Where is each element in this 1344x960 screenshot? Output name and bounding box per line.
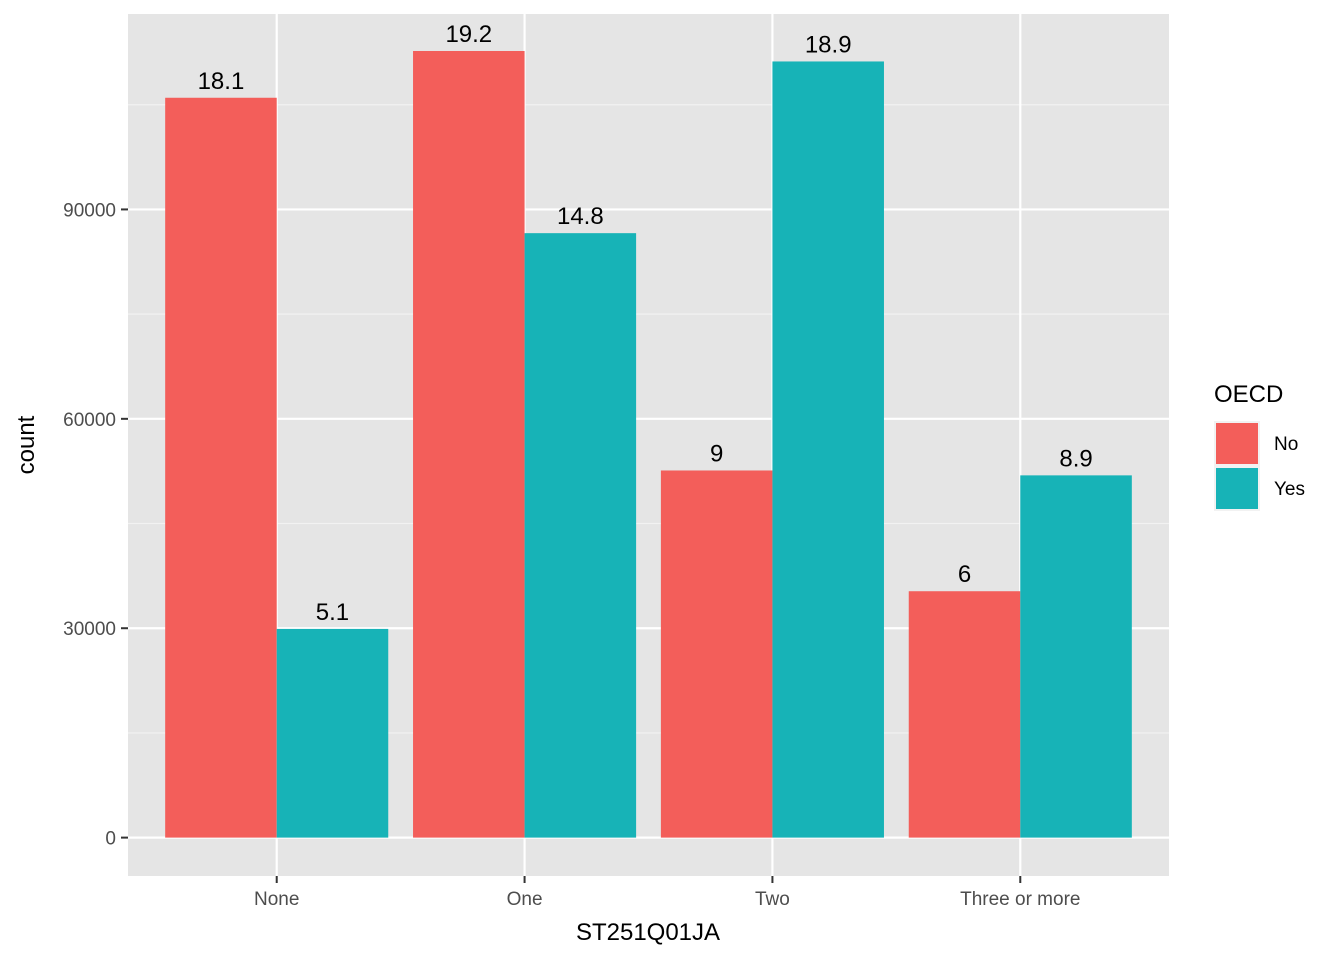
- bar-value-label: 9: [710, 440, 723, 467]
- bar-value-label: 14.8: [557, 203, 604, 230]
- legend: OECD No Yes: [1214, 381, 1305, 511]
- bars: [165, 50, 1132, 838]
- legend-label-yes: Yes: [1274, 479, 1305, 500]
- legend-swatch-yes: [1216, 468, 1258, 509]
- x-tick-label: One: [507, 889, 543, 910]
- bar-no-3: [908, 591, 1021, 838]
- bar-value-label: 8.9: [1059, 445, 1092, 472]
- bar-no-2: [660, 470, 773, 838]
- x-axis-title: ST251Q01JA: [576, 919, 720, 946]
- bar-value-label: 6: [958, 561, 971, 588]
- bar-value-label: 5.1: [316, 599, 349, 626]
- x-tick-label: None: [254, 889, 299, 910]
- x-tick-label: Two: [755, 889, 790, 910]
- bar-value-labels: 18.1 19.2 9 6 5.1 14.8 18.9 8.9: [198, 21, 1093, 626]
- y-tick-label: 90000: [63, 200, 116, 221]
- x-axis: None One Two Three or more: [254, 876, 1080, 910]
- bar-yes-2: [772, 61, 884, 838]
- legend-swatch-no: [1216, 423, 1258, 464]
- bar-no-0: [165, 97, 277, 838]
- bar-value-label: 18.9: [805, 31, 852, 58]
- bar-value-label: 18.1: [198, 68, 245, 95]
- bar-no-1: [413, 50, 525, 838]
- bar-yes-1: [524, 233, 637, 838]
- bar-yes-0: [276, 628, 389, 838]
- y-tick-label: 60000: [63, 410, 116, 431]
- y-tick-label: 0: [105, 829, 116, 850]
- bar-yes-3: [1020, 475, 1132, 838]
- y-axis: 0 30000 60000 90000: [63, 200, 128, 850]
- legend-label-no: No: [1274, 434, 1298, 455]
- bar-value-label: 19.2: [445, 21, 492, 48]
- y-axis-title: count: [13, 415, 40, 474]
- legend-title: OECD: [1214, 381, 1283, 408]
- x-tick-label: Three or more: [960, 889, 1080, 910]
- y-tick-label: 30000: [63, 619, 116, 640]
